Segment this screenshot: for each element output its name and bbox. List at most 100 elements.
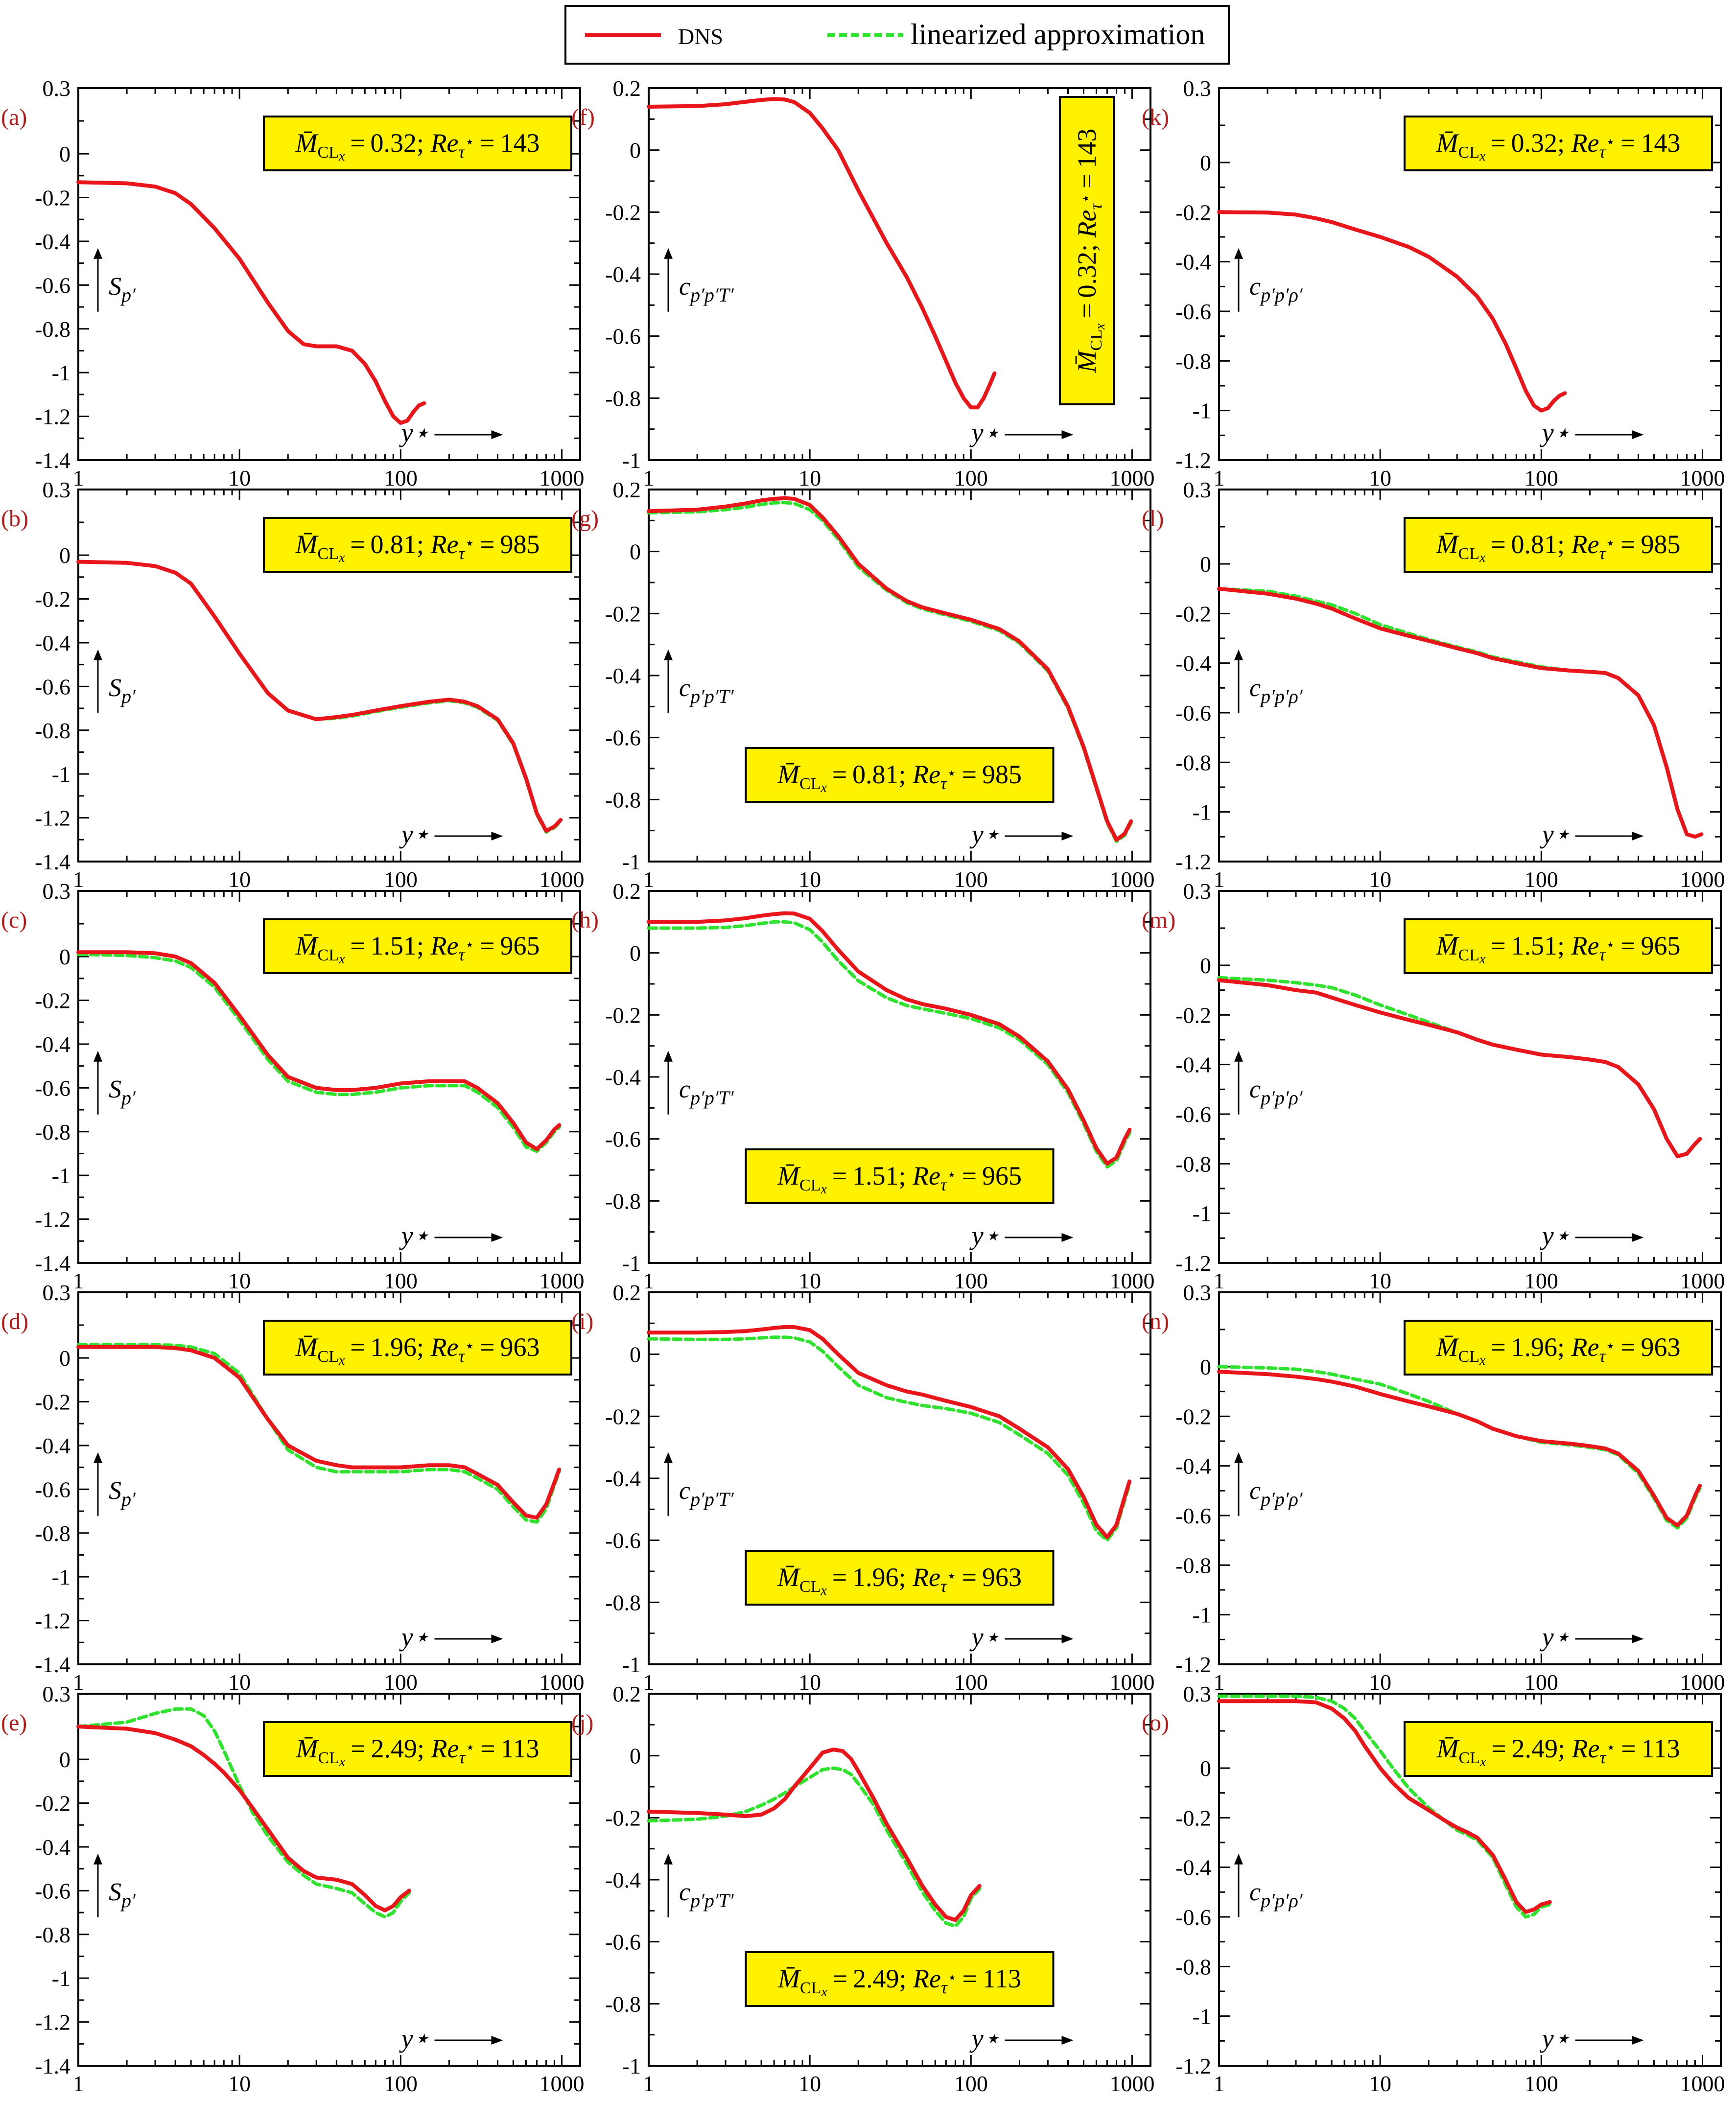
panel-m: 1 10 100 1000 0.3 0 -0.2 -0.4 -0.6 -0.8 -1 -1.2 (m) c… <box>1142 879 1725 1293</box>
y-tick-label: 0 <box>59 543 70 568</box>
x-axis-arrowhead <box>491 832 503 840</box>
y-tick-label: -0.6 <box>35 1075 70 1100</box>
panel-label: (g) <box>571 506 599 532</box>
y-tick-label: -0.8 <box>1175 1553 1211 1578</box>
y-tick-label: -1 <box>1193 1201 1211 1226</box>
x-axis-arrowhead <box>1061 430 1074 439</box>
x-tick-label: 100 <box>384 1670 418 1695</box>
x-axis-label: y⋆ <box>1540 418 1571 447</box>
annotation-text: M̄CLx = 0.81; Reτ⋆ = 985 <box>1436 530 1681 565</box>
y-tick-label: -0.2 <box>35 587 70 612</box>
y-tick-label: 0 <box>1200 1756 1211 1781</box>
annotation-text: M̄CLx = 1.51; Reτ⋆ = 965 <box>295 931 540 967</box>
y-tick-label: -1.2 <box>1175 448 1211 473</box>
y-axis-label: cp′p′T′ <box>679 273 734 306</box>
y-axis-arrowhead <box>1234 1050 1243 1062</box>
y-tick-label: -0.2 <box>35 186 70 210</box>
y-axis-arrowhead <box>664 1853 673 1865</box>
x-axis-arrowhead <box>1632 832 1644 840</box>
annotation-text: M̄CLx = 0.32; Reτ⋆ = 143 <box>295 128 540 164</box>
plot-frame <box>1218 890 1722 1264</box>
series-line-dns <box>76 1345 562 1520</box>
panel-n: 1 10 100 1000 0.3 0 -0.2 -0.4 -0.6 -0.8 -1 -1.2 (n) c… <box>1142 1280 1725 1695</box>
y-tick-label: -1 <box>1193 398 1211 423</box>
x-tick-label: 100 <box>1525 2071 1558 2096</box>
y-tick-label: -1 <box>1193 1603 1211 1628</box>
y-axis-label: Sp′ <box>109 674 136 707</box>
annotation-text: M̄CLx = 1.51; Reτ⋆ = 965 <box>1436 931 1681 967</box>
x-tick-label: 100 <box>1525 466 1558 490</box>
x-tick-label: 1000 <box>1680 466 1725 490</box>
x-tick-label: 10 <box>228 2071 251 2096</box>
y-tick-label: -0.6 <box>35 1878 70 1903</box>
series-line-linearized <box>647 97 996 409</box>
y-axis-arrowhead <box>664 1452 673 1463</box>
series-line-dns <box>1217 210 1567 413</box>
x-tick-label: 1000 <box>539 1268 584 1293</box>
x-tick-label: 100 <box>954 466 988 490</box>
x-tick-label: 1000 <box>1680 867 1725 892</box>
y-tick-label: -0.2 <box>605 200 641 225</box>
y-tick-label: -0.8 <box>35 1521 70 1546</box>
x-axis-arrowhead <box>1632 1233 1644 1242</box>
panel-label: (h) <box>571 907 599 933</box>
annotation-box: M̄CLx = 2.49; Reτ⋆ = 113 <box>263 1721 572 1777</box>
panel-b: 1 10 100 1000 0.3 0 -0.2 -0.4 -0.6 -0.8 -1 -1.2 -1.4… <box>1 477 584 892</box>
plot-frame <box>77 1291 581 1665</box>
x-tick-label: 10 <box>798 1268 821 1293</box>
panel-g: 1 10 100 1000 0.2 0 -0.2 -0.4 -0.6 -0.8 -1 (g) cp′p′… <box>571 477 1154 892</box>
panel-l: 1 10 100 1000 0.3 0 -0.2 -0.4 -0.6 -0.8 -1 -1.2 (l) c… <box>1142 477 1725 892</box>
y-axis-label: Sp′ <box>109 1878 136 1912</box>
annotation-box: M̄CLx = 1.51; Reτ⋆ = 965 <box>1404 918 1713 974</box>
x-tick-label: 10 <box>798 1670 821 1695</box>
y-tick-label: -0.6 <box>605 1930 641 1955</box>
x-axis-label: y⋆ <box>1540 1221 1571 1250</box>
x-tick-label: 100 <box>384 867 418 892</box>
y-tick-label: 0 <box>630 539 641 564</box>
y-axis-arrowhead <box>94 248 102 259</box>
panel-label: (f) <box>571 104 595 130</box>
panel-o: 1 10 100 1000 0.3 0 -0.2 -0.4 -0.6 -0.8 -1 -1.2 (o) c… <box>1142 1681 1725 2096</box>
x-axis-label: y⋆ <box>1540 819 1571 849</box>
annotation-box: M̄CLx = 0.81; Reτ⋆ = 985 <box>1404 517 1713 573</box>
x-tick-label: 10 <box>1369 466 1391 490</box>
y-tick-label: 0 <box>1200 953 1211 978</box>
x-tick-label: 1 <box>73 466 84 490</box>
y-tick-label: -1 <box>52 1966 70 1991</box>
y-tick-label: 0.3 <box>1183 1280 1212 1305</box>
y-tick-label: 0.3 <box>43 1681 71 1706</box>
x-tick-label: 1 <box>73 1268 84 1293</box>
panel-e: 1 10 100 1000 0.3 0 -0.2 -0.4 -0.6 -0.8 -1 -1.2 -1.4… <box>1 1681 584 2096</box>
y-tick-label: -1.2 <box>1175 2053 1211 2078</box>
annotation-text: M̄CLx = 2.49; Reτ⋆ = 113 <box>296 1734 540 1770</box>
y-tick-label: -1.2 <box>35 806 70 831</box>
plot-frame <box>77 890 581 1264</box>
y-tick-label: -0.8 <box>35 1120 70 1144</box>
x-tick-label: 1000 <box>539 1670 584 1695</box>
x-axis-arrowhead <box>1061 1233 1074 1242</box>
series-line-dns <box>76 1725 411 1913</box>
y-axis-label: Sp′ <box>109 273 136 306</box>
annotation-box: M̄CLx = 0.81; Reτ⋆ = 985 <box>745 747 1055 803</box>
x-tick-label: 100 <box>954 867 988 892</box>
y-tick-label: -1.2 <box>35 404 70 429</box>
series-line-linearized <box>1217 1694 1552 1919</box>
y-axis-arrowhead <box>664 248 673 259</box>
panel-f: 1 10 100 1000 0.2 0 -0.2 -0.4 -0.6 -0.8 -1 (f) cp′p′… <box>571 76 1154 490</box>
y-tick-label: 0.2 <box>613 76 641 101</box>
series-line-linearized <box>1217 587 1703 839</box>
series-line-dns <box>1217 586 1704 839</box>
y-tick-label: 0 <box>1200 150 1211 175</box>
y-tick-label: -1.4 <box>35 2053 70 2078</box>
x-axis-label: y⋆ <box>1540 2024 1571 2053</box>
y-tick-label: -0.8 <box>605 386 641 411</box>
series-line-dns <box>647 496 1133 842</box>
panel-label: (d) <box>1 1308 28 1334</box>
annotation-box: M̄CLx = 0.32; Reτ⋆ = 143 <box>1059 96 1115 405</box>
annotation-background <box>263 1721 572 1777</box>
y-tick-label: 0 <box>630 1342 641 1367</box>
x-axis-label: y⋆ <box>969 1221 1000 1250</box>
y-tick-label: -0.8 <box>1175 349 1211 373</box>
y-tick-label: -0.4 <box>35 229 70 254</box>
y-axis-label: cp′p′T′ <box>679 1878 734 1912</box>
